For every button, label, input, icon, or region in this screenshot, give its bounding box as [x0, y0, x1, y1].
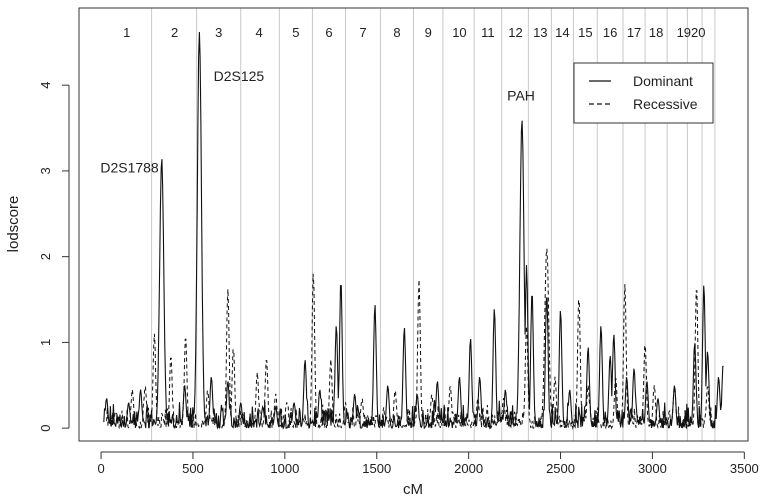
chromosome-label: 14 — [555, 25, 569, 40]
x-tick-label: 3500 — [730, 461, 759, 476]
chromosome-label: 1920 — [677, 25, 706, 40]
chromosome-label: 6 — [325, 25, 332, 40]
x-tick-label: 3000 — [638, 461, 667, 476]
chromosome-label: 8 — [393, 25, 400, 40]
chromosome-boundaries — [151, 8, 716, 441]
chromosome-label: 15 — [578, 25, 592, 40]
peak-annotation: PAH — [507, 88, 535, 104]
x-tick-label: 0 — [97, 461, 104, 476]
chromosome-label: 1 — [123, 25, 130, 40]
chromosome-label: 3 — [215, 25, 222, 40]
chromosome-label: 2 — [171, 25, 178, 40]
x-axis: 0 500 1000 1500 2000 2500 3000 3500 — [97, 451, 759, 476]
legend-label-recessive: Recessive — [633, 96, 698, 112]
x-tick-label: 2500 — [546, 461, 575, 476]
plot-frame — [78, 7, 749, 442]
annotations: D2S1788 D2S125 PAH — [100, 68, 535, 176]
legend-label-dominant: Dominant — [633, 73, 693, 89]
chromosome-label: 16 — [603, 25, 617, 40]
y-axis-label: lodscore — [5, 196, 22, 253]
plot-lines — [103, 31, 724, 430]
legend-box — [573, 62, 714, 124]
legend: Dominant Recessive — [573, 62, 714, 124]
y-tick-label: 0 — [38, 425, 53, 432]
chromosome-label: 11 — [481, 25, 495, 40]
chromosome-label: 18 — [649, 25, 663, 40]
peak-annotation: D2S125 — [214, 68, 265, 84]
chromosome-label: 17 — [627, 25, 641, 40]
chromosome-label: 7 — [359, 25, 366, 40]
chromosome-label: 10 — [452, 25, 466, 40]
chromosome-labels: 1 2 3 4 5 6 7 8 9 10 11 12 13 14 15 16 17 18 1920 — [123, 25, 705, 40]
y-tick-label: 3 — [38, 167, 53, 174]
chromosome-label: 13 — [533, 25, 547, 40]
chromosome-label: 9 — [425, 25, 432, 40]
x-tick-label: 1000 — [270, 461, 299, 476]
series-line-recessive — [106, 248, 715, 430]
y-axis: 0 1 2 3 4 — [38, 82, 70, 432]
y-tick-label: 1 — [38, 339, 53, 346]
x-tick-label: 2000 — [454, 461, 483, 476]
y-tick-label: 4 — [38, 82, 53, 89]
chromosome-label: 5 — [292, 25, 299, 40]
chromosome-label: 12 — [508, 25, 522, 40]
x-axis-label: cM — [403, 481, 423, 498]
chromosome-label: 4 — [255, 25, 262, 40]
peak-annotation: D2S1788 — [100, 160, 159, 176]
y-tick-label: 2 — [38, 253, 53, 260]
x-tick-label: 500 — [182, 461, 204, 476]
x-tick-label: 1500 — [362, 461, 391, 476]
